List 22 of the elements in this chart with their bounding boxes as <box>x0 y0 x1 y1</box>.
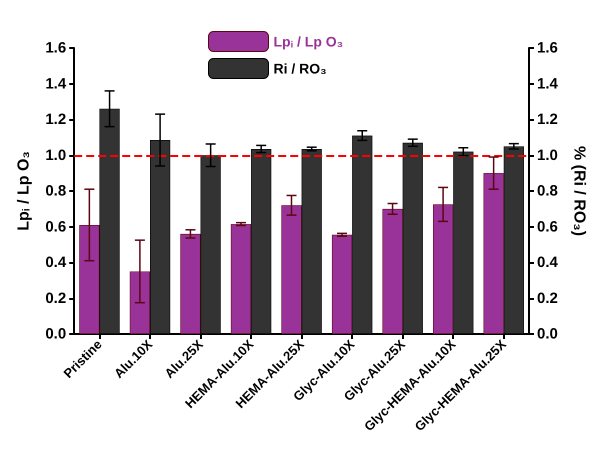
legend-label: Lpi / Lp O₃ <box>274 34 344 50</box>
y-tick-label: 1.0 <box>45 146 66 164</box>
y-tick-label: 1.4 <box>45 75 67 92</box>
y-axis-title: Lpi / Lp O₃ <box>16 151 33 231</box>
legend-label: Ri / RO₃ <box>274 60 327 76</box>
y2-axis-title: % (Ri / RO₃) <box>570 146 588 236</box>
y2-tick-label: 0.6 <box>537 218 558 236</box>
y-tick-label: 0.4 <box>45 254 67 271</box>
y2-tick-label: 0.8 <box>537 182 558 200</box>
y2-tick-label: 1.4 <box>537 75 559 92</box>
y-tick-label: 1.6 <box>45 40 66 56</box>
y2-tick-label: 1.2 <box>537 111 558 128</box>
y-tick-label: 0.2 <box>45 290 66 307</box>
y2-tick-label: 0.4 <box>537 254 559 271</box>
y-tick-label: 0.6 <box>45 218 66 236</box>
y-tick-label: 0.8 <box>45 182 66 200</box>
y2-tick-label: 0.0 <box>537 326 558 342</box>
y-tick-label: 1.2 <box>45 111 66 128</box>
y2-tick-label: 1.0 <box>537 146 558 164</box>
y-tick-label: 0.0 <box>45 326 66 342</box>
y2-tick-label: 0.2 <box>537 290 558 307</box>
y2-tick-label: 1.6 <box>537 40 558 56</box>
